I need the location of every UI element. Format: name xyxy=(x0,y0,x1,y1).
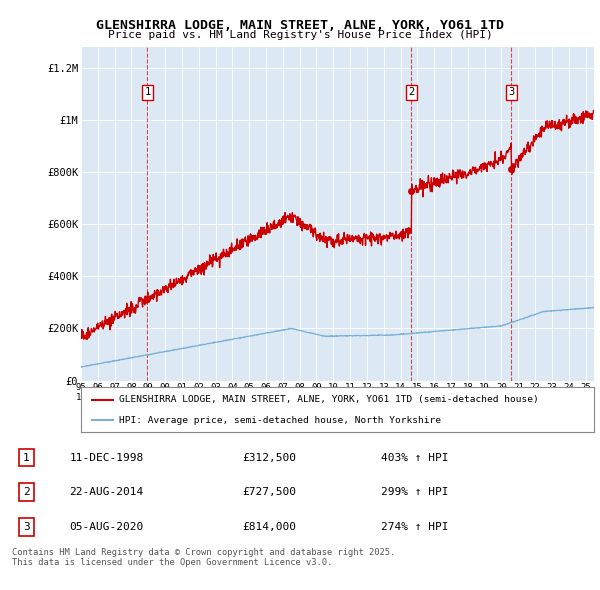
Text: 1: 1 xyxy=(23,453,30,463)
Text: GLENSHIRRA LODGE, MAIN STREET, ALNE, YORK, YO61 1TD: GLENSHIRRA LODGE, MAIN STREET, ALNE, YOR… xyxy=(96,19,504,32)
Text: 11-DEC-1998: 11-DEC-1998 xyxy=(70,453,144,463)
Text: £814,000: £814,000 xyxy=(242,522,296,532)
Text: 3: 3 xyxy=(508,87,515,97)
Text: 299% ↑ HPI: 299% ↑ HPI xyxy=(380,487,448,497)
Text: £727,500: £727,500 xyxy=(242,487,296,497)
Text: 2: 2 xyxy=(408,87,415,97)
Text: 05-AUG-2020: 05-AUG-2020 xyxy=(70,522,144,532)
Text: £312,500: £312,500 xyxy=(242,453,296,463)
Text: 3: 3 xyxy=(23,522,30,532)
Text: 2: 2 xyxy=(23,487,30,497)
Text: 1: 1 xyxy=(145,87,151,97)
Text: 403% ↑ HPI: 403% ↑ HPI xyxy=(380,453,448,463)
Text: 22-AUG-2014: 22-AUG-2014 xyxy=(70,487,144,497)
Text: GLENSHIRRA LODGE, MAIN STREET, ALNE, YORK, YO61 1TD (semi-detached house): GLENSHIRRA LODGE, MAIN STREET, ALNE, YOR… xyxy=(119,395,539,404)
Text: HPI: Average price, semi-detached house, North Yorkshire: HPI: Average price, semi-detached house,… xyxy=(119,416,442,425)
Text: Price paid vs. HM Land Registry's House Price Index (HPI): Price paid vs. HM Land Registry's House … xyxy=(107,30,493,40)
Text: 274% ↑ HPI: 274% ↑ HPI xyxy=(380,522,448,532)
Text: Contains HM Land Registry data © Crown copyright and database right 2025.
This d: Contains HM Land Registry data © Crown c… xyxy=(12,548,395,567)
